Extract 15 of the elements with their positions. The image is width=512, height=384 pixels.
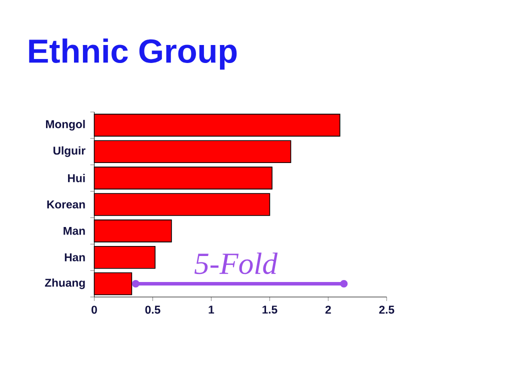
y-tick-label: Korean xyxy=(47,200,85,208)
x-tick-label: 1 xyxy=(208,306,214,314)
x-tick-label: 2 xyxy=(325,306,331,314)
y-tick-label: Mongol xyxy=(46,120,85,131)
x-tick-label: 2.5 xyxy=(379,306,394,314)
x-tick-label: 1.5 xyxy=(262,306,278,314)
y-tick-label: Zhuang xyxy=(44,278,85,290)
y-tick-label: Ulguir xyxy=(54,146,86,157)
x-tick-label: 0 xyxy=(92,306,97,314)
chart-title: Ethnic Group xyxy=(29,38,237,70)
y-tick-label: Hui xyxy=(68,174,85,182)
annotation: 5-Fold xyxy=(194,252,278,274)
y-tick-label: Han xyxy=(64,253,85,262)
x-tick-label: 0.5 xyxy=(145,306,160,314)
y-tick-label: Man xyxy=(64,226,85,235)
